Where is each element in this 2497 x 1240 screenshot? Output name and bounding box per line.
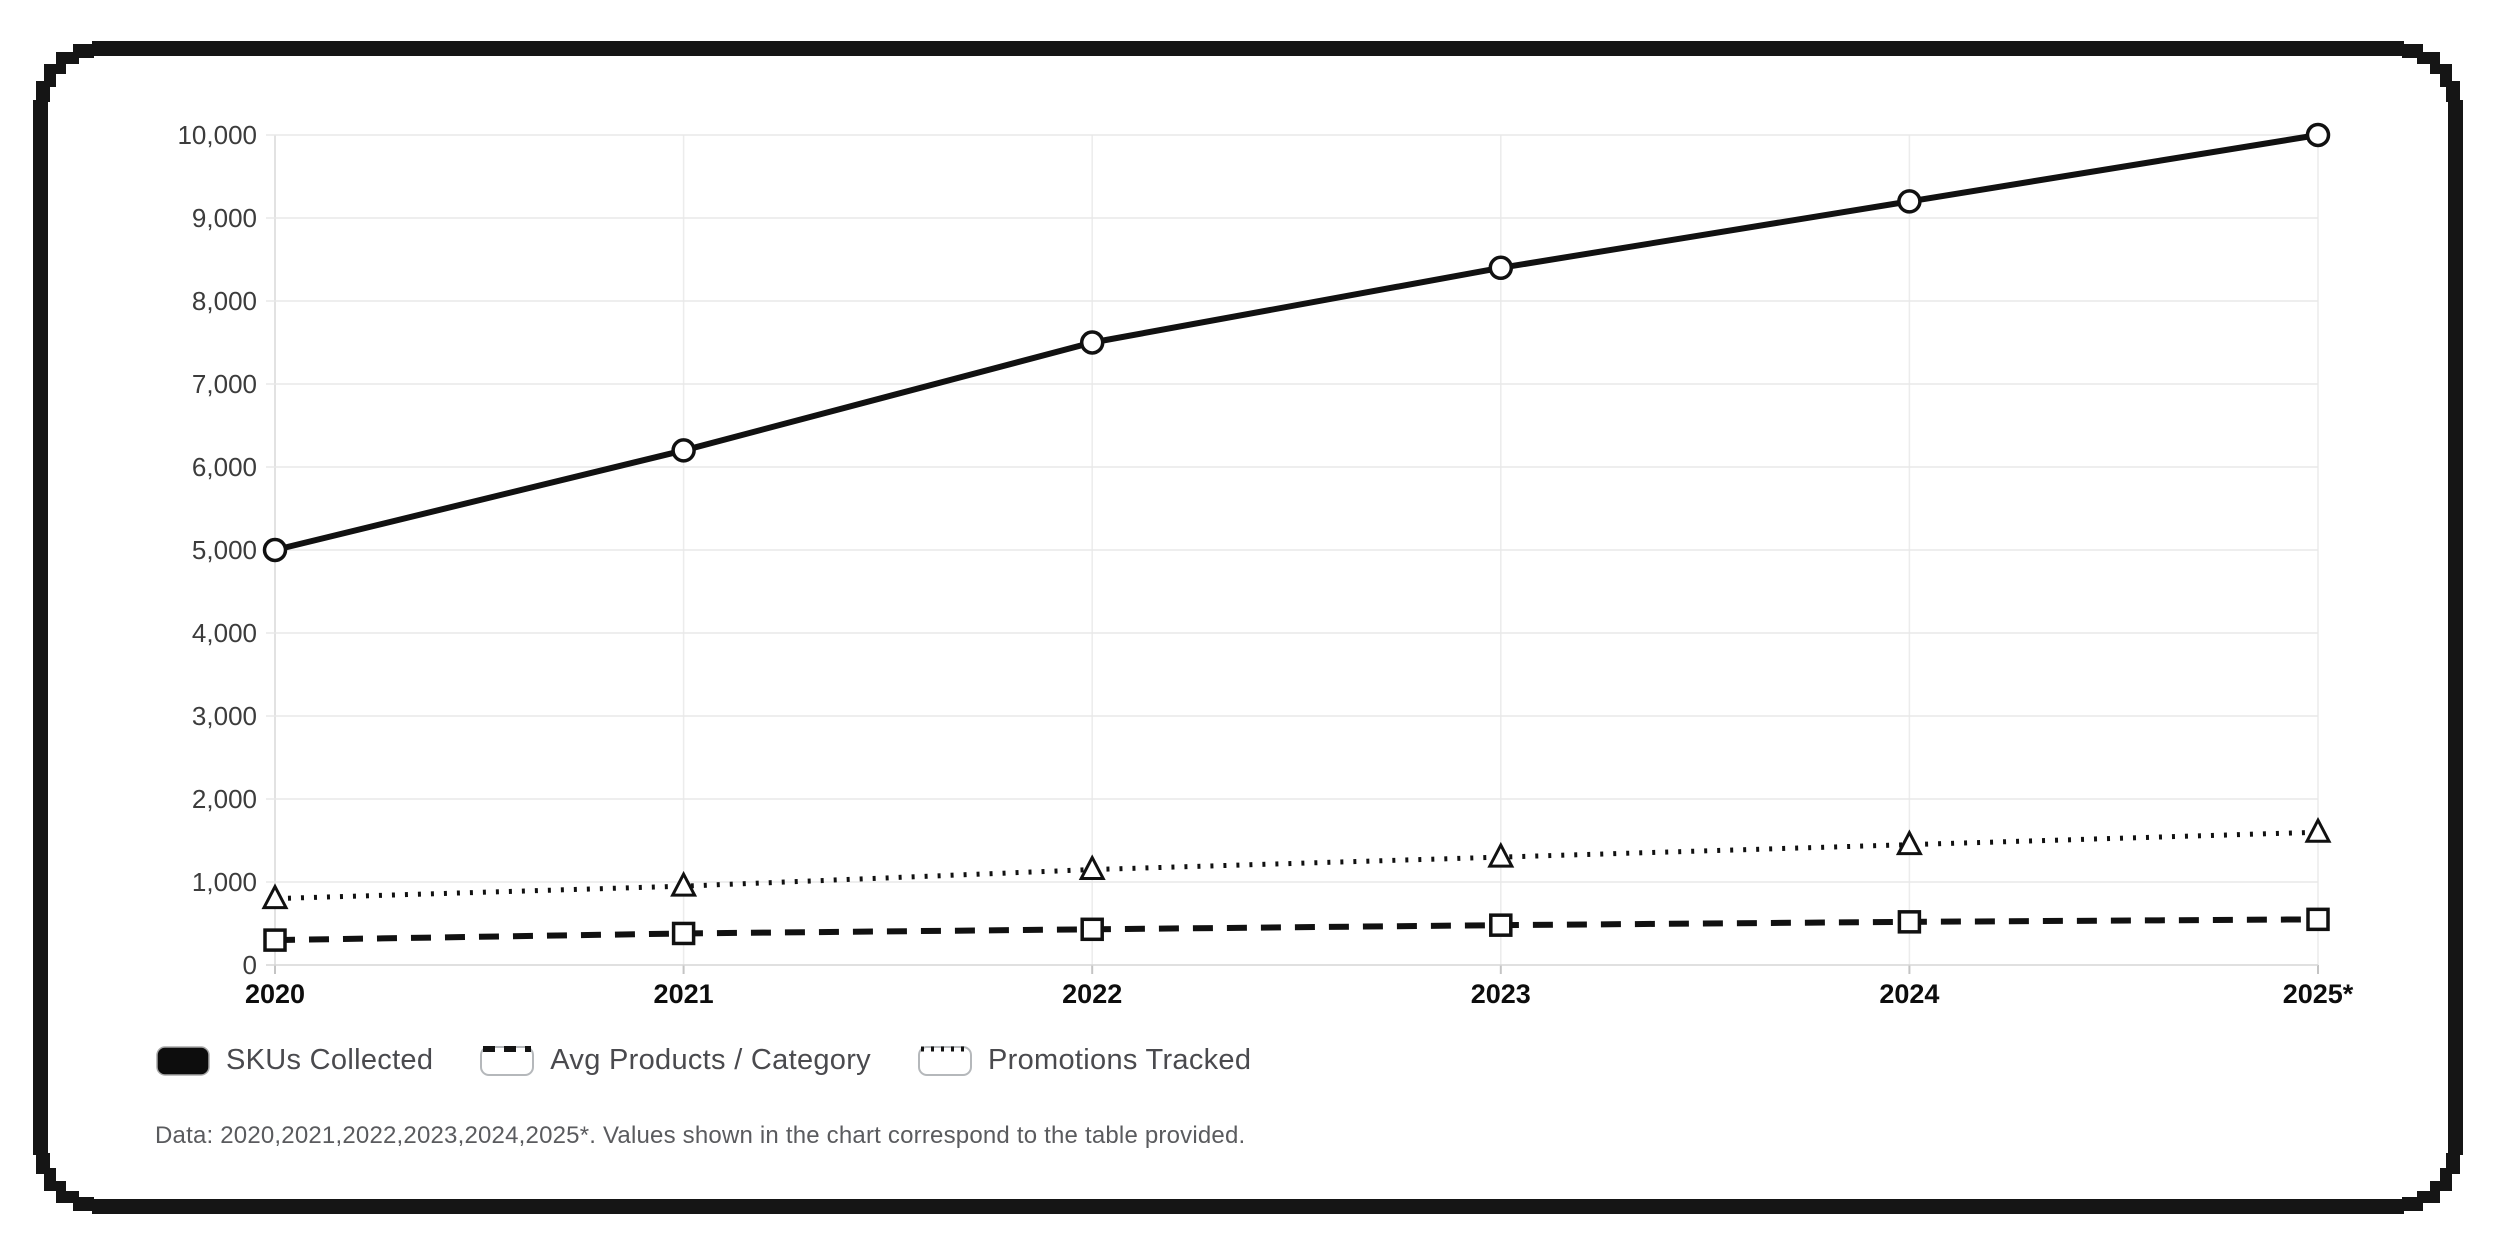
marker-circle — [1897, 189, 1922, 214]
series-line-1 — [274, 916, 2319, 944]
marker-circle — [1488, 255, 1514, 281]
swatch-box — [918, 1045, 972, 1076]
y-tick-label: 5,000 — [192, 535, 257, 565]
marker-circle — [1079, 330, 1105, 355]
marker-square — [1897, 910, 1922, 934]
series-line-0 — [274, 132, 2319, 553]
marker-triangle — [1895, 829, 1923, 856]
marker-circle — [2305, 122, 2331, 148]
y-tick-label: 9,000 — [192, 203, 257, 233]
x-tick-label: 2025* — [2283, 979, 2354, 1009]
marker-square — [671, 921, 696, 946]
y-tick-label: 10,000 — [177, 120, 257, 150]
y-tick-label: 3,000 — [192, 701, 257, 731]
marker-square — [1080, 917, 1104, 942]
footer-note: Data: 2020,2021,2022,2023,2024,2025*. Va… — [155, 1122, 1246, 1149]
legend-swatch-solid-icon — [156, 1045, 210, 1076]
marker-square — [263, 928, 287, 952]
marker-triangle — [1487, 841, 1515, 868]
marker-square — [1489, 913, 1513, 937]
y-tick-label: 1,000 — [192, 867, 257, 897]
marker-triangle — [261, 883, 289, 910]
x-tick-label: 2022 — [1062, 979, 1122, 1009]
swatch-box — [156, 1045, 210, 1076]
marker-circle — [671, 438, 696, 463]
legend-swatch-dashed-icon — [480, 1045, 535, 1076]
y-tick-label: 4,000 — [192, 618, 257, 648]
y-tick-label: 2,000 — [192, 784, 257, 814]
y-tick-label: 6,000 — [192, 452, 257, 482]
legend-item-avg-products[interactable]: Avg Products / Category — [479, 1044, 871, 1077]
x-tick-label: 2023 — [1471, 979, 1531, 1009]
legend-swatch-dotted-icon — [918, 1045, 972, 1076]
y-tick-label: 7,000 — [192, 369, 257, 399]
chart-legend: SKUs Collected Avg Products / Category P… — [155, 1044, 1251, 1077]
y-tick-label: 8,000 — [192, 286, 257, 316]
x-tick-label: 2021 — [654, 979, 714, 1009]
legend-item-promotions[interactable]: Promotions Tracked — [917, 1044, 1251, 1077]
marker-triangle — [2304, 816, 2332, 843]
series-line-2 — [274, 829, 2319, 902]
x-tick-label: 2024 — [1879, 979, 1939, 1009]
legend-label: SKUs Collected — [226, 1044, 434, 1076]
marker-square — [2306, 907, 2330, 932]
marker-triangle — [1078, 854, 1106, 881]
legend-item-skus-collected[interactable]: SKUs Collected — [155, 1044, 433, 1077]
x-tick-label: 2020 — [245, 979, 305, 1009]
legend-label: Promotions Tracked — [988, 1044, 1252, 1076]
marker-triangle — [670, 870, 698, 897]
legend-label: Avg Products / Category — [550, 1044, 871, 1076]
marker-circle — [262, 537, 288, 563]
y-tick-label: 0 — [243, 950, 257, 980]
